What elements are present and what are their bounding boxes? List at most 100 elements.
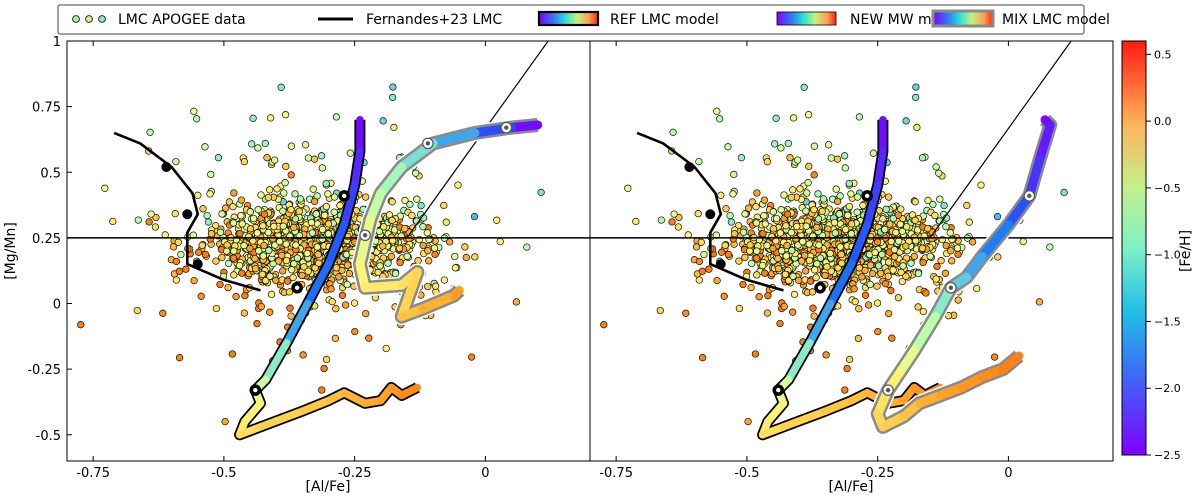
right-apogee-point bbox=[744, 204, 753, 212]
left-apogee-point bbox=[401, 224, 409, 233]
right-apogee-point bbox=[898, 277, 906, 286]
right-ref-lmc-model-segment bbox=[779, 407, 830, 431]
right-apogee-point bbox=[682, 309, 690, 317]
right-apogee-point bbox=[776, 319, 784, 328]
left-x-tick-label: -0.5 bbox=[211, 466, 236, 481]
left-fernandes-23-lmc-marker bbox=[182, 209, 193, 220]
right-apogee-point bbox=[729, 190, 737, 198]
left-apogee-point bbox=[431, 282, 440, 290]
left-apogee-point bbox=[264, 228, 272, 237]
left-apogee-point bbox=[275, 257, 283, 265]
left-apogee-point bbox=[424, 282, 432, 291]
right-apogee-point bbox=[713, 276, 721, 285]
right-apogee-point bbox=[1035, 298, 1044, 306]
left-apogee-point bbox=[260, 241, 268, 250]
left-apogee-point bbox=[332, 305, 340, 313]
left-apogee-point bbox=[212, 257, 220, 265]
right-apogee-point bbox=[768, 232, 776, 241]
left-apogee-point bbox=[207, 170, 215, 179]
left-apogee-point bbox=[462, 253, 470, 262]
right-ref-lmc-model-segment bbox=[821, 396, 856, 415]
right-apogee-point bbox=[868, 269, 877, 278]
left-apogee-point bbox=[335, 273, 343, 281]
right-apogee-point bbox=[783, 210, 792, 218]
right-apogee-point bbox=[912, 83, 920, 91]
left-y-ticks: -0.5 -0.25 0 0.25 0.5 0.75 1 bbox=[27, 35, 72, 444]
left-apogee-point bbox=[218, 210, 226, 218]
left-apogee-point bbox=[336, 201, 344, 210]
left-ref-lmc-model-marker-dot bbox=[253, 387, 258, 393]
right-apogee-point bbox=[694, 210, 702, 218]
right-apogee-point bbox=[815, 241, 823, 249]
left-apogee-point bbox=[249, 214, 258, 223]
right-apogee-point bbox=[814, 190, 822, 198]
left-apogee-point bbox=[330, 193, 339, 201]
left-apogee-point bbox=[496, 237, 504, 246]
left-apogee-point bbox=[265, 246, 273, 255]
right-fernandes-23-lmc-marker bbox=[715, 259, 726, 270]
colorbar-label: [Fe/H] bbox=[1178, 230, 1194, 272]
left-ref-lmc-model-segment bbox=[298, 396, 333, 415]
right-ref-lmc-model-segment bbox=[764, 399, 788, 426]
right-mix-lmc-model-segment bbox=[1003, 191, 1034, 230]
left-apogee-point bbox=[77, 321, 85, 329]
left-apogee-point bbox=[322, 179, 330, 188]
right-reference-lines bbox=[590, 41, 1113, 239]
left-apogee-point bbox=[290, 223, 298, 232]
left-apogee-point bbox=[237, 212, 245, 220]
right-apogee-point bbox=[787, 193, 796, 202]
left-apogee-point bbox=[423, 229, 431, 237]
left-apogee-point bbox=[470, 212, 479, 221]
left-apogee-point bbox=[413, 195, 421, 203]
left-y-tick-label: 1 bbox=[53, 35, 61, 50]
left-apogee-point bbox=[419, 241, 427, 250]
left-apogee-point bbox=[133, 306, 141, 315]
left-apogee-point bbox=[314, 250, 322, 259]
right-apogee-point bbox=[838, 259, 846, 267]
right-apogee-point bbox=[785, 276, 793, 285]
right-apogee-point bbox=[810, 312, 818, 320]
left-apogee-point bbox=[351, 327, 359, 336]
left-apogee-point bbox=[145, 218, 153, 226]
right-apogee-point bbox=[761, 220, 769, 228]
right-apogee-point bbox=[889, 266, 897, 274]
left-apogee-point bbox=[292, 241, 300, 249]
left-panel: -0.75 -0.5 -0.25 0 -0.5 -0.25 0 0.25 0.5 0.75 1 [… bbox=[3, 35, 591, 495]
left-mix-lmc-model-segment bbox=[360, 280, 407, 293]
left-apogee-point bbox=[235, 261, 244, 270]
right-apogee-point bbox=[717, 248, 726, 256]
left-apogee-point bbox=[380, 223, 388, 231]
left-apogee-point bbox=[287, 171, 295, 179]
right-apogee-point bbox=[894, 211, 902, 219]
left-apogee-point bbox=[171, 210, 179, 218]
left-apogee-point bbox=[197, 292, 205, 300]
right-apogee-point bbox=[657, 216, 665, 224]
right-apogee-point bbox=[787, 228, 795, 237]
left-apogee-point bbox=[424, 247, 432, 255]
right-apogee-point bbox=[942, 241, 950, 250]
right-apogee-point bbox=[796, 185, 804, 193]
left-apogee-point bbox=[374, 268, 382, 277]
right-apogee-point bbox=[924, 224, 932, 233]
right-x-tick-label: -0.5 bbox=[734, 466, 759, 481]
right-diagonal-reference-line bbox=[929, 41, 1072, 239]
right-apogee-point bbox=[947, 247, 955, 255]
right-apogee-point bbox=[763, 309, 772, 317]
right-apogee-point bbox=[816, 254, 825, 262]
right-apogee-point bbox=[826, 249, 834, 258]
left-apogee-point bbox=[267, 290, 276, 299]
right-apogee-point bbox=[847, 190, 855, 198]
right-apogee-point bbox=[871, 248, 879, 257]
right-apogee-point bbox=[853, 208, 861, 216]
right-apogee-point bbox=[776, 229, 784, 237]
left-apogee-point bbox=[512, 298, 521, 306]
left-apogee-point bbox=[390, 123, 398, 132]
left-apogee-point bbox=[332, 264, 341, 272]
left-apogee-point bbox=[451, 264, 460, 272]
right-apogee-point bbox=[948, 257, 956, 265]
right-apogee-point bbox=[873, 299, 882, 307]
right-apogee-point bbox=[730, 170, 738, 179]
right-apogee-point bbox=[851, 298, 859, 306]
left-apogee-point bbox=[259, 252, 267, 260]
left-apogee-point bbox=[341, 301, 350, 309]
